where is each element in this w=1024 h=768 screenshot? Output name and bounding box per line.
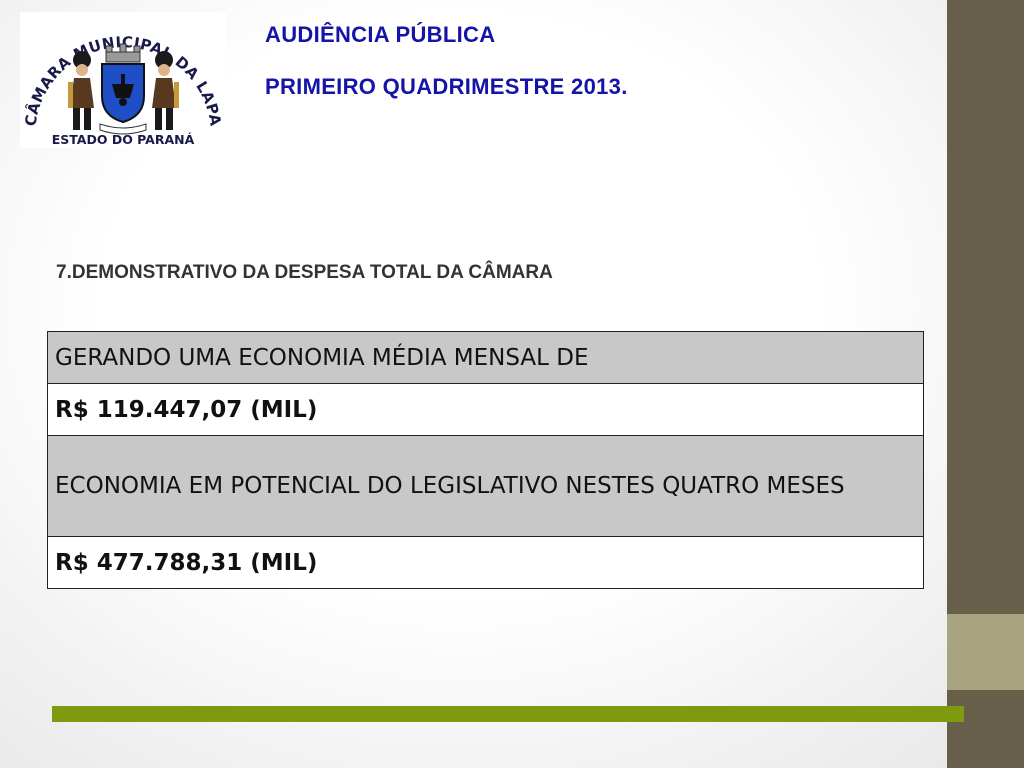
left-soldier-figure — [68, 51, 94, 130]
bottom-divider-line — [52, 706, 964, 722]
section-heading: 7.DEMONSTRATIVO DA DESPESA TOTAL DA CÂMA… — [56, 262, 553, 283]
table-row: ECONOMIA EM POTENCIAL DO LEGISLATIVO NES… — [47, 435, 924, 537]
shield-icon — [101, 63, 145, 124]
summary-table: GERANDO UMA ECONOMIA MÉDIA MENSAL DE R$ … — [47, 331, 924, 589]
logo-bottom-text: ESTADO DO PARANÁ — [52, 132, 195, 147]
right-soldier-figure — [152, 51, 179, 130]
header-title-line2: PRIMEIRO QUADRIMESTRE 2013. — [265, 74, 628, 99]
table-cell-monthly-value: R$ 119.447,07 (MIL) — [47, 383, 924, 436]
table-cell-potential-label: ECONOMIA EM POTENCIAL DO LEGISLATIVO NES… — [47, 435, 924, 537]
header-title-line1: AUDIÊNCIA PÚBLICA — [265, 22, 496, 47]
table-row: GERANDO UMA ECONOMIA MÉDIA MENSAL DE — [47, 331, 924, 384]
ribbon-banner — [99, 123, 147, 135]
table-cell-monthly-label: GERANDO UMA ECONOMIA MÉDIA MENSAL DE — [47, 331, 924, 384]
table-row: R$ 477.788,31 (MIL) — [47, 536, 924, 589]
table-cell-potential-value: R$ 477.788,31 (MIL) — [47, 536, 924, 589]
camara-logo: CÂMARA MUNICIPAL DA LAPA ESTADO DO PARAN… — [20, 12, 226, 148]
right-sidebar-accent — [947, 614, 1024, 690]
table-row: R$ 119.447,07 (MIL) — [47, 383, 924, 436]
crown-icon — [105, 43, 141, 63]
